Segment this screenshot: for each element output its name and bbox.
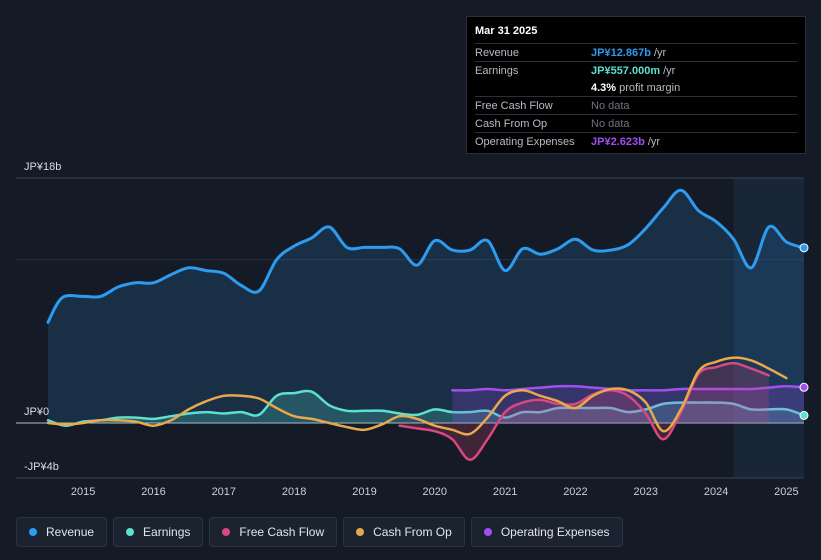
x-tick-label-2020: 2020 xyxy=(423,486,447,498)
revenue-dot-icon xyxy=(29,528,37,536)
tooltip-row-margin: 4.3% profit margin xyxy=(475,79,797,96)
tooltip-revenue-unit: /yr xyxy=(653,46,667,59)
series-layer xyxy=(46,188,809,462)
tooltip-row-cfo: Cash From Op No data xyxy=(475,114,797,132)
tooltip-earnings-label: Earnings xyxy=(475,64,519,77)
x-tick-label-2025: 2025 xyxy=(774,486,798,498)
tooltip-revenue-value: JP¥12.867b xyxy=(591,46,651,59)
tooltip-fcf-label: Free Cash Flow xyxy=(475,99,553,112)
legend-cash-from-op-label: Cash From Op xyxy=(373,525,452,539)
free-cash-flow-area xyxy=(399,363,769,460)
x-axis: 2015 2016 2017 2018 2019 2020 2021 2022 2023 2024… xyxy=(71,486,799,498)
x-tick-label-2023: 2023 xyxy=(634,486,658,498)
chart-legend: Revenue Earnings Free Cash Flow Cash Fro… xyxy=(16,517,623,547)
revenue-line xyxy=(46,188,806,324)
tooltip-cfo-label: Cash From Op xyxy=(475,117,548,130)
tooltip-date: Mar 31 2025 xyxy=(475,25,538,37)
x-tick-label-2022: 2022 xyxy=(563,486,587,498)
tooltip-row-opex: Operating Expenses JP¥2.623b /yr xyxy=(475,132,797,150)
tooltip-fcf-value: No data xyxy=(591,99,630,112)
data-tooltip: Mar 31 2025 Revenue JP¥12.867b /yr Earni… xyxy=(466,16,806,154)
earnings-end-marker[interactable] xyxy=(799,410,809,420)
y-tick-label-zero: JP¥0 xyxy=(24,406,49,418)
tooltip-opex-label: Operating Expenses xyxy=(475,135,575,148)
operating-expenses-end-marker[interactable] xyxy=(799,382,809,392)
x-tick-label-2018: 2018 xyxy=(282,486,306,498)
tooltip-margin-label: profit margin xyxy=(619,81,681,94)
legend-item-revenue[interactable]: Revenue xyxy=(16,517,108,547)
legend-operating-expenses-label: Operating Expenses xyxy=(500,525,610,539)
legend-revenue-label: Revenue xyxy=(46,525,95,539)
cash-from-op-dot-icon xyxy=(356,528,365,536)
tooltip-row-earnings: Earnings JP¥557.000m /yr xyxy=(475,61,797,79)
x-tick-label-2024: 2024 xyxy=(704,486,728,498)
free-cash-flow-line xyxy=(398,361,771,462)
tooltip-row-fcf: Free Cash Flow No data xyxy=(475,96,797,114)
tooltip-opex-value: JP¥2.623b xyxy=(591,135,645,148)
legend-item-operating-expenses[interactable]: Operating Expenses xyxy=(470,517,623,547)
tooltip-cfo-value: No data xyxy=(591,117,630,130)
x-tick-label-2015: 2015 xyxy=(71,486,95,498)
revenue-area xyxy=(48,190,804,423)
free-cash-flow-dot-icon xyxy=(222,528,231,536)
x-tick-label-2016: 2016 xyxy=(141,486,165,498)
tooltip-row-revenue: Revenue JP¥12.867b /yr xyxy=(475,43,797,61)
tooltip-margin-value: 4.3% xyxy=(591,81,617,94)
tooltip-earnings-unit: /yr xyxy=(663,64,676,77)
earnings-area xyxy=(48,390,804,426)
y-tick-label-top: JP¥18b xyxy=(24,161,61,173)
legend-free-cash-flow-label: Free Cash Flow xyxy=(239,525,325,539)
x-tick-label-2019: 2019 xyxy=(352,486,376,498)
legend-earnings-label: Earnings xyxy=(143,525,191,539)
tooltip-revenue-label: Revenue xyxy=(475,46,520,59)
revenue-end-marker[interactable] xyxy=(799,243,809,253)
tooltip-opex-unit: /yr xyxy=(647,135,661,148)
x-tick-label-2021: 2021 xyxy=(493,486,517,498)
legend-item-earnings[interactable]: Earnings xyxy=(113,517,204,547)
earnings-line xyxy=(46,389,806,427)
x-tick-label-2017: 2017 xyxy=(212,486,236,498)
earnings-dot-icon xyxy=(126,528,135,536)
legend-item-cash-from-op[interactable]: Cash From Op xyxy=(343,517,465,547)
operating-expenses-dot-icon xyxy=(483,528,492,536)
cash-from-op-line xyxy=(46,356,788,436)
y-tick-label-bottom: -JP¥4b xyxy=(24,461,59,473)
legend-item-free-cash-flow[interactable]: Free Cash Flow xyxy=(209,517,338,547)
tooltip-earnings-value: JP¥557.000m xyxy=(591,64,661,77)
